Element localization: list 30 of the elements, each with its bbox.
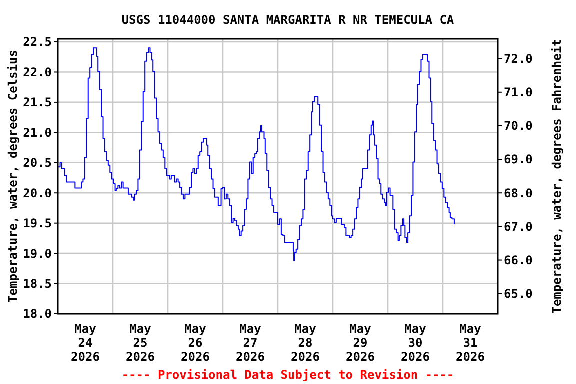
y-tick-label: 21.5 [23, 96, 52, 110]
x-tick-label: May 28 2026 [291, 322, 320, 364]
y2-tick-label: 69.0 [504, 152, 533, 167]
y-tick-label: 19.5 [23, 216, 52, 231]
y2-tick-label: 67.0 [504, 220, 533, 234]
y2-tick-label: 66.0 [504, 253, 533, 268]
x-tick-label: May 29 2026 [346, 322, 375, 364]
x-tick-label: May 24 2026 [71, 322, 100, 364]
x-tick-label: May 31 2026 [456, 322, 485, 364]
y-tick-label: 22.5 [23, 35, 52, 50]
y2-tick-label: 71.0 [504, 86, 533, 100]
y-tick-label: 21.0 [23, 126, 52, 140]
y-tick-label: 22.0 [23, 65, 52, 80]
text: ---- Provisional Data Subject to Revision ---- [122, 368, 454, 382]
y2-tick-label: 70.0 [504, 119, 533, 134]
y-tick-label: 20.5 [23, 156, 52, 170]
y-tick-label: 20.0 [23, 186, 52, 200]
y2-tick-label: 65.0 [504, 287, 533, 302]
x-tick-label: May 27 2026 [236, 322, 265, 364]
chart-title: USGS 11044000 SANTA MARGARITA R NR TEMECULA CA [122, 13, 455, 27]
y-axis-title: Temperature, water, degrees Celsius [6, 50, 20, 303]
x-tick-label: May 30 2026 [401, 322, 430, 364]
x-tick-label: May 26 2026 [181, 322, 210, 364]
y2-tick-label: 72.0 [504, 52, 533, 66]
y-tick-label: 19.0 [23, 246, 52, 261]
y2-tick-label: 68.0 [504, 186, 533, 200]
y-tick-label: 18.5 [23, 276, 52, 291]
y2-axis-title: Temperature, water, degrees Fahrenheit [550, 39, 564, 314]
y-tick-label: 18.0 [23, 307, 52, 322]
x-tick-label: May 25 2026 [126, 322, 155, 364]
